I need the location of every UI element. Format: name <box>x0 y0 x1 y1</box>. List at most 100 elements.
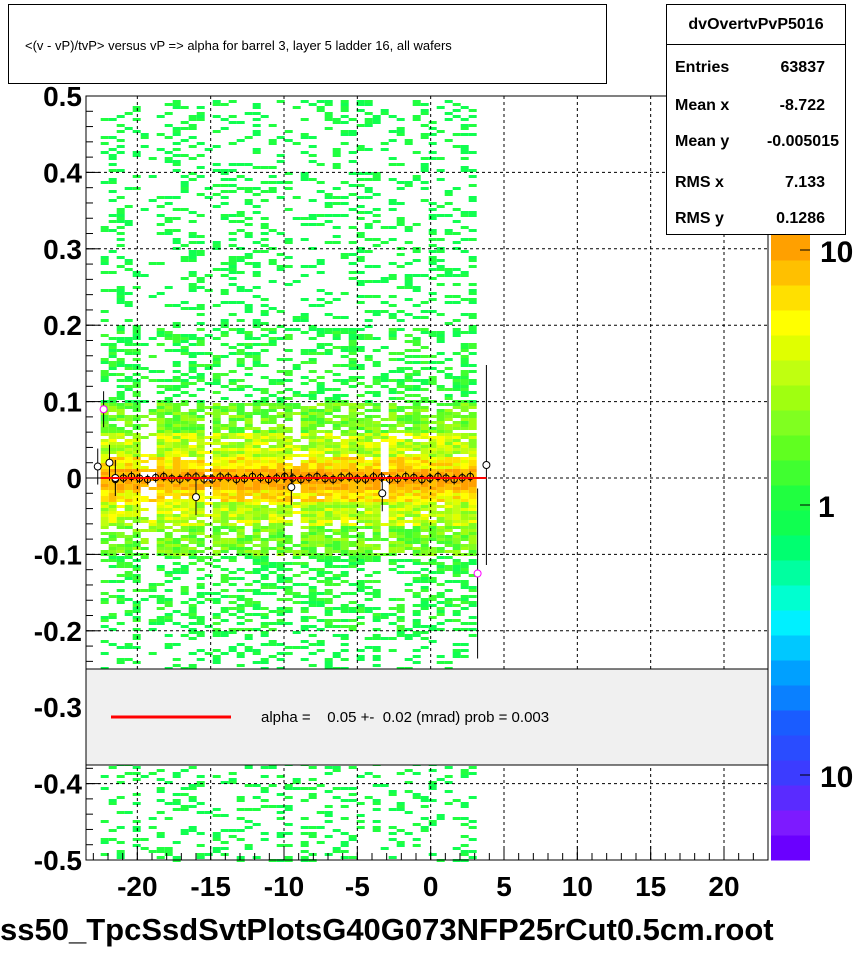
heat-cell <box>372 595 381 598</box>
heat-cell <box>156 469 165 472</box>
heat-cell <box>132 511 141 514</box>
heat-cell <box>252 442 261 445</box>
heat-cell <box>260 658 269 661</box>
heat-cell <box>244 394 253 397</box>
heat-cell <box>428 526 437 529</box>
heat-cell <box>468 562 477 565</box>
heat-cell <box>460 601 469 604</box>
heat-cell <box>412 796 421 799</box>
heat-cell <box>220 508 229 511</box>
heat-cell <box>124 268 133 271</box>
heat-cell <box>460 106 469 109</box>
heat-cell <box>244 484 253 487</box>
heat-cell <box>276 154 285 157</box>
heat-cell <box>308 544 317 547</box>
heat-cell <box>420 433 429 436</box>
heat-cell <box>276 652 285 655</box>
heat-cell <box>172 523 181 526</box>
heat-cell <box>428 460 437 463</box>
heat-cell <box>220 526 229 529</box>
heat-cell <box>236 220 245 223</box>
heat-cell <box>132 175 141 178</box>
heat-cell <box>124 478 133 481</box>
heat-cell <box>420 427 429 430</box>
heat-cell <box>180 403 189 406</box>
heat-cell <box>412 499 421 502</box>
heat-cell <box>316 529 325 532</box>
heat-cell <box>300 583 309 586</box>
profile-point <box>418 475 426 484</box>
heat-cell <box>420 577 429 580</box>
heat-cell <box>340 487 349 490</box>
heat-cell <box>244 466 253 469</box>
heat-cell <box>108 154 117 157</box>
heat-cell <box>132 601 141 604</box>
heat-cell <box>260 298 269 301</box>
heat-cell <box>140 496 149 499</box>
heat-cell <box>436 547 445 550</box>
heat-cell <box>380 112 389 115</box>
heat-cell <box>180 106 189 109</box>
heat-cell <box>164 196 173 199</box>
heat-cell <box>244 187 253 190</box>
heat-cell <box>324 541 333 544</box>
heat-cell <box>228 442 237 445</box>
heat-cell <box>276 451 285 454</box>
heat-cell <box>124 598 133 601</box>
heat-cell <box>276 463 285 466</box>
heat-cell <box>268 421 277 424</box>
heat-cell <box>428 259 437 262</box>
heat-cell <box>316 190 325 193</box>
heat-cell <box>428 487 437 490</box>
heat-cell <box>228 508 237 511</box>
heat-cell <box>204 463 213 466</box>
heat-cell <box>428 454 437 457</box>
heat-cell <box>164 421 173 424</box>
heat-cell <box>340 418 349 421</box>
heat-cell <box>220 442 229 445</box>
heat-cell <box>396 841 405 844</box>
heat-cell <box>100 490 109 493</box>
heat-cell <box>172 469 181 472</box>
heat-cell <box>156 520 165 523</box>
heat-cell <box>156 847 165 850</box>
heat-cell <box>348 472 357 475</box>
heat-cell <box>220 445 229 448</box>
heat-cell <box>156 484 165 487</box>
heat-cell <box>204 187 213 190</box>
heat-cell <box>444 496 453 499</box>
heat-cell <box>372 499 381 502</box>
heat-cell <box>164 388 173 391</box>
heat-cell <box>348 541 357 544</box>
heat-cell <box>252 241 261 244</box>
heat-cell <box>404 361 413 364</box>
heat-cell <box>404 571 413 574</box>
heat-cell <box>372 520 381 523</box>
heat-cell <box>172 361 181 364</box>
heat-cell <box>100 454 109 457</box>
heat-cell <box>148 499 157 502</box>
heat-cell <box>372 424 381 427</box>
heat-cell <box>332 436 341 439</box>
heat-cell <box>172 514 181 517</box>
heat-cell <box>252 514 261 517</box>
heat-cell <box>420 517 429 520</box>
heat-cell <box>324 535 333 538</box>
heat-cell <box>364 334 373 337</box>
heat-cell <box>428 463 437 466</box>
heat-cell <box>404 448 413 451</box>
heat-cell <box>300 532 309 535</box>
heat-cell <box>132 820 141 823</box>
heat-cell <box>252 490 261 493</box>
heat-cell <box>172 418 181 421</box>
heat-cell <box>100 493 109 496</box>
heat-cell <box>380 418 389 421</box>
heat-cell <box>188 286 197 289</box>
heat-cell <box>100 640 109 643</box>
heat-cell <box>228 496 237 499</box>
heat-cell <box>172 577 181 580</box>
heat-cell <box>156 379 165 382</box>
heat-cell <box>348 466 357 469</box>
heat-cell <box>444 139 453 142</box>
heat-cell <box>260 484 269 487</box>
